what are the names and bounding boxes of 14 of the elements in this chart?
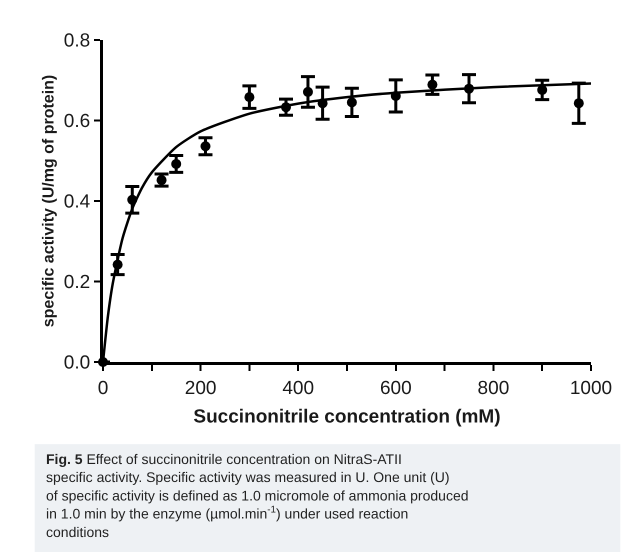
x-tick-label: 800 xyxy=(478,378,510,399)
x-tick-label: 1000 xyxy=(570,378,612,399)
y-tick-label: 0.8 xyxy=(64,30,90,52)
y-tick-label: 0.0 xyxy=(64,352,90,374)
x-axis-title: Succinonitrile concentration (mM) xyxy=(193,406,501,428)
y-tick-label: 0.4 xyxy=(64,192,91,213)
x-tick-label: 600 xyxy=(380,378,412,399)
x-tick-label: 200 xyxy=(184,378,216,399)
x-tick-label: 400 xyxy=(282,378,314,399)
y-tick-label: 0.2 xyxy=(64,272,90,294)
text: Fig. 5 Effect of succinonitrile concentration on NitraS-ATII specific activity. Specific activity was measured in U. One unit (U) of specific activity is defined as 1.0 micromole of ammonia produced in 1.0 min by the enzyme (µmol.min$^{-1}$) under used reaction conditions xyxy=(46,451,469,540)
y-tick-label: 0.6 xyxy=(64,111,90,132)
x-tick-label: 0 xyxy=(98,378,108,399)
y-axis-title: specific activity (U/mg of protein) xyxy=(40,74,58,328)
